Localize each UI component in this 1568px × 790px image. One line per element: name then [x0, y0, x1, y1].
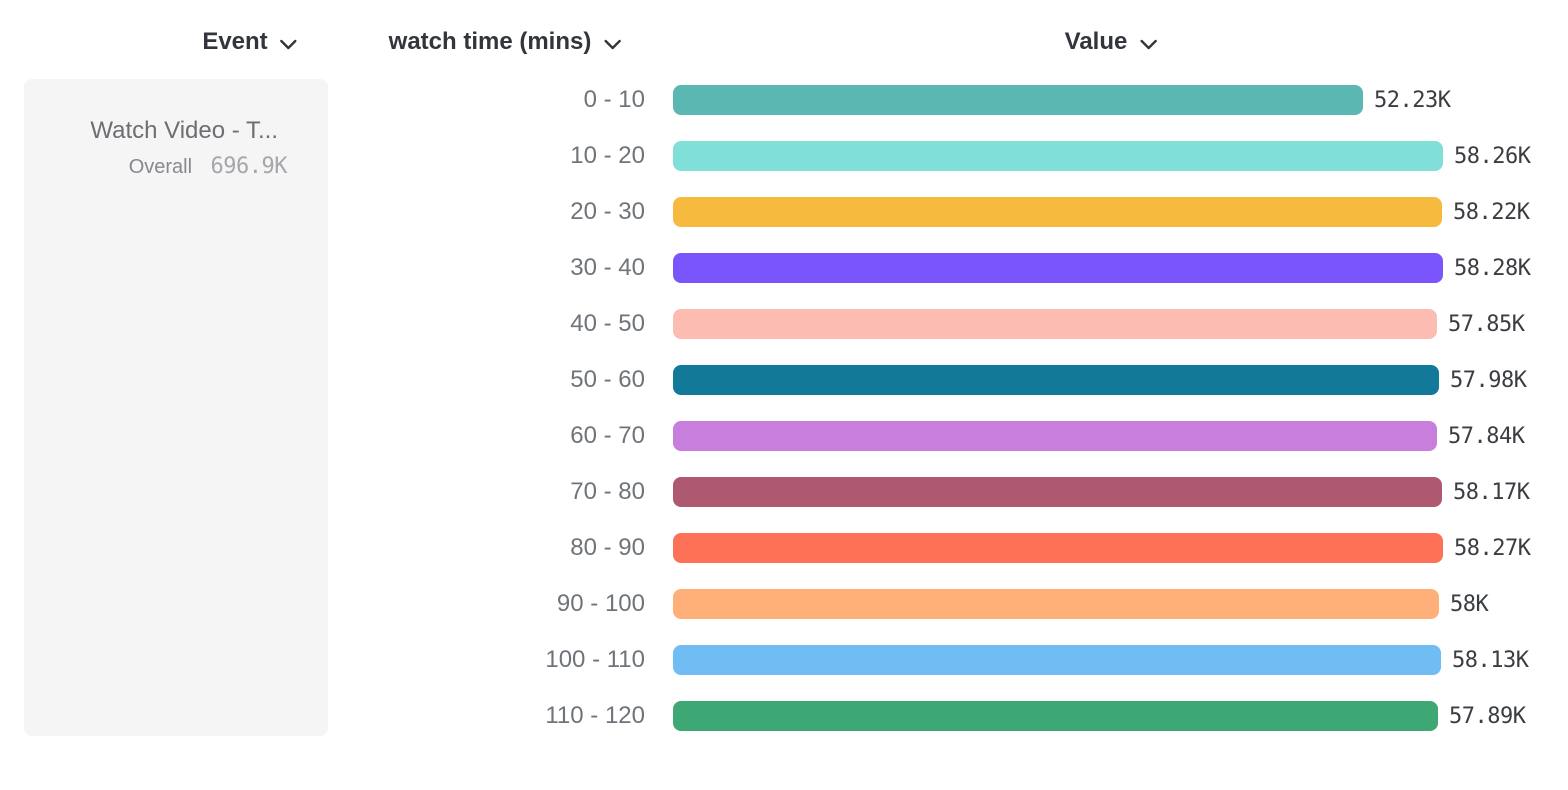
chevron-down-icon [280, 39, 298, 50]
bar-row: 100 - 110 58.13K [0, 645, 1568, 675]
bar-row: 10 - 20 58.26K [0, 141, 1568, 171]
bar-row: 30 - 40 58.28K [0, 253, 1568, 283]
watch-time-column-label: watch time (mins) [388, 28, 592, 55]
bucket-label: 0 - 10 [583, 86, 645, 113]
event-name: Watch Video - T... [90, 117, 278, 144]
overall-label: Overall [128, 156, 193, 178]
bar[interactable] [673, 645, 1441, 675]
bucket-label: 50 - 60 [570, 366, 645, 393]
overall-value: 696.9K [210, 154, 288, 179]
chevron-down-icon [1139, 39, 1157, 50]
value-label: 57.84K [1448, 424, 1525, 449]
bar[interactable] [673, 309, 1437, 339]
bar-row: 80 - 90 58.27K [0, 533, 1568, 563]
value-label: 52.23K [1374, 88, 1451, 113]
value-column-dropdown[interactable]: Value [1065, 26, 1158, 58]
value-label: 58.26K [1454, 144, 1531, 169]
bucket-label: 110 - 120 [545, 702, 645, 729]
bar[interactable] [673, 141, 1443, 171]
value-label: 58.17K [1453, 480, 1530, 505]
bucket-label: 10 - 20 [570, 142, 645, 169]
bucket-label: 60 - 70 [570, 422, 645, 449]
overall-row: Overall 696.9K [24, 154, 328, 182]
bucket-label: 40 - 50 [570, 310, 645, 337]
bar[interactable] [673, 253, 1443, 283]
chevron-down-icon [603, 39, 621, 50]
event-card[interactable]: Watch Video - T... Overall 696.9K [24, 79, 328, 736]
value-label: 58.27K [1454, 536, 1531, 561]
bar-row: 50 - 60 57.98K [0, 365, 1568, 395]
bar[interactable] [673, 533, 1443, 563]
value-label: 58.13K [1452, 648, 1529, 673]
bar[interactable] [673, 365, 1439, 395]
watch-time-column-dropdown[interactable]: watch time (mins) [389, 26, 622, 58]
bar-row: 60 - 70 57.84K [0, 421, 1568, 451]
bar-row: 70 - 80 58.17K [0, 477, 1568, 507]
bucket-label: 70 - 80 [570, 478, 645, 505]
bucket-label: 20 - 30 [570, 198, 645, 225]
bucket-label: 90 - 100 [556, 590, 645, 617]
value-label: 57.89K [1449, 704, 1526, 729]
bar[interactable] [673, 477, 1442, 507]
value-label: 58.28K [1454, 256, 1531, 281]
event-column-label: Event [202, 28, 268, 55]
bar[interactable] [673, 197, 1442, 227]
bar-row: 90 - 100 58K [0, 589, 1568, 619]
value-label: 57.98K [1450, 368, 1527, 393]
bar-row: 20 - 30 58.22K [0, 197, 1568, 227]
bar[interactable] [673, 589, 1439, 619]
bar[interactable] [673, 85, 1363, 115]
event-column-dropdown[interactable]: Event [202, 26, 297, 58]
bar-row: 0 - 10 52.23K [0, 85, 1568, 115]
value-column-label: Value [1064, 28, 1128, 55]
bar-row: 110 - 120 57.89K [0, 701, 1568, 731]
value-label: 58K [1450, 592, 1489, 617]
bar-row: 40 - 50 57.85K [0, 309, 1568, 339]
bar[interactable] [673, 701, 1438, 731]
value-label: 58.22K [1453, 200, 1530, 225]
value-label: 57.85K [1448, 312, 1525, 337]
bucket-label: 80 - 90 [570, 534, 645, 561]
bar[interactable] [673, 421, 1437, 451]
bucket-label: 100 - 110 [545, 646, 645, 673]
bucket-label: 30 - 40 [570, 254, 645, 281]
